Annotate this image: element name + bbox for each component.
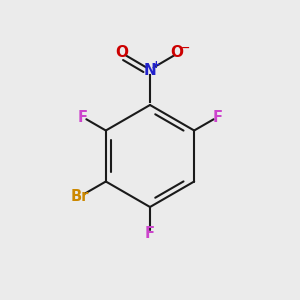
Text: F: F: [212, 110, 223, 124]
Text: N: N: [144, 63, 156, 78]
Text: F: F: [145, 226, 155, 242]
Text: −: −: [181, 42, 190, 52]
Text: Br: Br: [71, 189, 89, 204]
Text: F: F: [77, 110, 88, 124]
Text: O: O: [116, 45, 129, 60]
Text: O: O: [170, 45, 183, 60]
Text: +: +: [152, 59, 161, 70]
